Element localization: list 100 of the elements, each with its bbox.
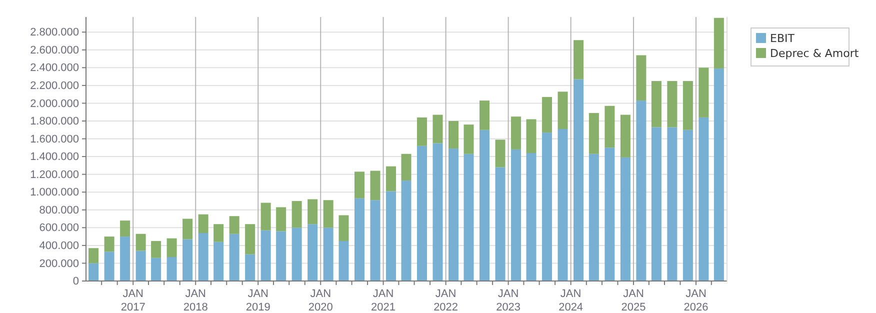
bar: [714, 68, 724, 281]
bar: [636, 100, 646, 281]
bar: [495, 167, 506, 281]
y-tick-label: 1.400.000: [30, 151, 79, 164]
bar: [292, 228, 302, 281]
legend-label: Deprec & Amort: [770, 47, 860, 60]
bar: [480, 130, 490, 281]
bar: [386, 166, 396, 192]
bar: [464, 124, 474, 154]
bar: [370, 170, 380, 200]
bar: [620, 114, 630, 158]
bar: [604, 106, 615, 148]
bar: [354, 172, 364, 198]
bar: [292, 201, 302, 228]
bar: [260, 202, 271, 230]
bar: [432, 143, 443, 281]
bar: [151, 241, 162, 258]
bar: [338, 241, 349, 281]
bar: [651, 127, 662, 281]
bar: [323, 200, 334, 228]
bar: [416, 146, 427, 281]
bar: [104, 236, 114, 252]
y-tick-label: 2.800.000: [30, 26, 79, 39]
bar: [526, 119, 536, 153]
bar: [136, 250, 146, 281]
bar: [88, 248, 99, 264]
bar: [229, 234, 240, 281]
bar: [308, 224, 318, 281]
bar: [511, 149, 522, 281]
y-tick-label: 2.600.000: [30, 44, 79, 56]
bar: [558, 92, 568, 129]
bar: [480, 100, 490, 130]
bar: [323, 228, 334, 281]
bar: [229, 216, 240, 234]
bar: [214, 242, 224, 281]
bar: [558, 129, 568, 281]
bar: [182, 218, 193, 240]
bar: [714, 18, 724, 69]
y-tick-label: 400.000: [39, 240, 79, 252]
bar: [604, 148, 615, 281]
y-tick-label: 200.000: [39, 258, 79, 270]
bar: [151, 258, 162, 281]
bar: [698, 117, 709, 281]
bar: [542, 132, 552, 281]
bar: [682, 130, 693, 281]
bar: [667, 127, 678, 281]
bar: [276, 207, 286, 232]
bar: [495, 140, 506, 168]
bar: [370, 200, 380, 281]
bar: [245, 224, 256, 254]
bar: [588, 113, 599, 154]
bar: [574, 79, 584, 281]
x-tick-label: JAN 2021: [371, 288, 396, 313]
y-tick-label: 1.000.000: [30, 186, 79, 199]
bar: [88, 263, 99, 281]
bar: [698, 68, 709, 118]
bar: [464, 154, 474, 281]
y-tick-label: 2.000.000: [30, 98, 79, 110]
bar: [416, 117, 427, 146]
y-tick-label: 2.200.000: [30, 80, 79, 92]
x-tick-label: JAN 2018: [183, 288, 208, 313]
bar: [386, 191, 396, 281]
y-tick-label: 1.200.000: [30, 168, 79, 181]
x-tick-label: JAN 2023: [496, 288, 521, 313]
y-tick-label: 1.600.000: [30, 133, 79, 146]
bar: [354, 198, 364, 281]
bar: [104, 252, 114, 281]
y-tick-label: 0: [72, 276, 79, 288]
bar: [166, 257, 177, 281]
bar: [120, 220, 130, 237]
bar: [682, 81, 693, 130]
bar: [432, 114, 443, 144]
x-tick-label: JAN 2019: [246, 288, 270, 313]
x-tick-label: JAN 2024: [558, 288, 584, 313]
bar: [198, 214, 208, 233]
bar: [401, 180, 412, 281]
legend-label: EBIT: [770, 32, 795, 45]
bar: [448, 148, 459, 281]
x-tick-label: JAN 2025: [621, 288, 646, 313]
bar: [511, 116, 522, 150]
bar: [338, 215, 349, 241]
bar: [276, 231, 286, 281]
x-tick-label: JAN 2020: [308, 288, 333, 313]
bar: [120, 236, 130, 281]
bar: [574, 40, 584, 80]
bar: [636, 55, 646, 101]
y-tick-label: 2.400.000: [30, 62, 79, 74]
bar: [245, 254, 256, 281]
bar: [136, 234, 146, 251]
bar: [651, 81, 662, 128]
bar: [526, 153, 536, 281]
x-tick-label: JAN 2017: [120, 288, 146, 313]
bar: [308, 199, 318, 224]
bar: [620, 157, 630, 281]
bar: [401, 154, 412, 181]
bar: [260, 230, 271, 281]
bar: [182, 239, 193, 281]
bar: [214, 224, 224, 242]
bar: [166, 238, 177, 257]
y-tick-label: 800.000: [39, 204, 79, 216]
